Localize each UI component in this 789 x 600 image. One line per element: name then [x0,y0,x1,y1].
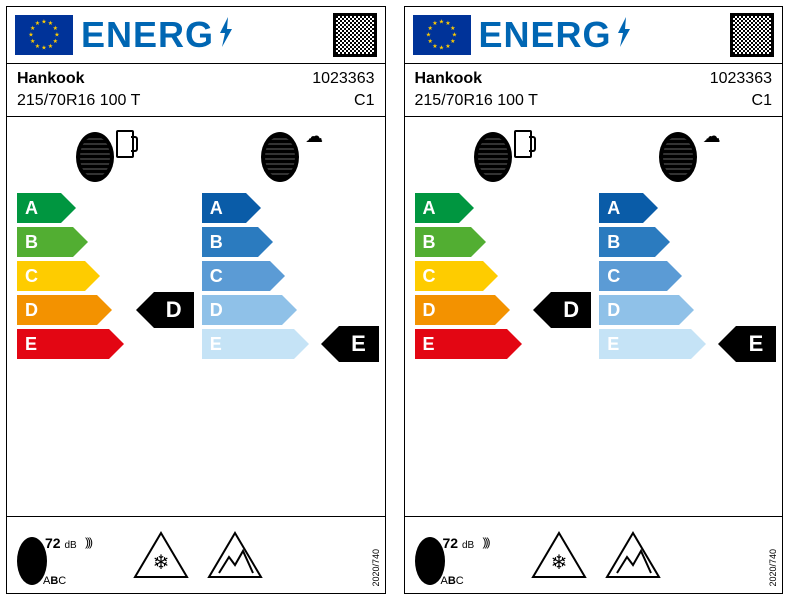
fuel-grade-row: C [415,261,588,291]
tyre-size: 215/70R16 100 T [17,92,140,110]
product-info: Hankook 1023363 215/70R16 100 T C1 [7,64,385,117]
brand-name: Hankook [17,70,85,88]
wet-grade-row: D [599,295,772,325]
fuel-efficiency-icon [474,130,528,184]
snow-grip-icon: ❄ [529,529,589,581]
wet-rating-badge: E [736,326,776,362]
svg-text:❄: ❄ [550,552,567,574]
fuel-grade-row: A [17,193,190,223]
wet-grip-icon: ☁ [261,130,315,184]
wet-column: ☁ ABCD EE [599,127,772,516]
wet-grade-bar: C [599,261,667,291]
label-header: ★★★★★★★★★★★★ ENERG [7,7,385,64]
fuel-rating-badge: D [551,292,591,328]
energ-logo: ENERG [81,14,325,56]
sound-waves-icon: ))) [483,535,489,549]
tyre-class: C1 [354,92,374,110]
wet-bars: ABCD EE [599,193,772,359]
ice-grip-icon [603,529,663,581]
noise-value: 72 dB [45,535,77,551]
ratings-area: ABCDDE ☁ ABCDEE [7,117,385,516]
ice-grip-icon [205,529,265,581]
wet-grade-row: B [202,227,375,257]
wet-grade-row: EE [202,329,375,359]
fuel-grade-row: E [17,329,190,359]
fuel-grade-row: A [415,193,588,223]
noise-class: ABC [441,575,464,587]
wet-bars: ABCD EE [202,193,375,359]
wet-grade-row: A [202,193,375,223]
tyre-class: C1 [752,92,772,110]
wet-grade-row: D [202,295,375,325]
qr-code-icon[interactable] [333,13,377,57]
bolt-icon [216,14,236,56]
product-id: 1023363 [710,70,772,88]
tyre-size: 215/70R16 100 T [415,92,538,110]
wet-grade-bar: C [202,261,270,291]
svg-text:❄: ❄ [153,552,170,574]
sound-waves-icon: ))) [85,535,91,549]
fuel-column: ABC DD E [17,127,190,516]
wet-grade-bar: D [599,295,679,325]
fuel-grade-bar: D [415,295,495,325]
wet-grade-bar: E [202,329,294,359]
label-header: ★★★★★★★★★★★★ ENERG [405,7,783,64]
fuel-grade-bar: C [17,261,85,291]
fuel-grade-bar: E [17,329,109,359]
ratings-area: ABCDDE ☁ ABCDEE [405,117,783,516]
energy-label-1: ★★★★★★★★★★★★ ENERG Hankook 1023363 215/70… [404,6,784,594]
eu-flag-icon: ★★★★★★★★★★★★ [413,15,471,55]
product-info: Hankook 1023363 215/70R16 100 T C1 [405,64,783,117]
product-id: 1023363 [312,70,374,88]
wet-grade-bar: A [202,193,246,223]
wet-grade-row: C [599,261,772,291]
label-footer: 72 dB ))) ABC ❄ 2020/740 [405,516,783,593]
wet-grade-row: EE [599,329,772,359]
snow-grip-icon: ❄ [131,529,191,581]
noise-value: 72 dB [443,535,475,551]
wet-grade-bar: E [599,329,691,359]
qr-code-icon[interactable] [730,13,774,57]
fuel-efficiency-icon [76,130,130,184]
fuel-grade-row: E [415,329,588,359]
wet-grade-bar: A [599,193,643,223]
fuel-grade-row: B [17,227,190,257]
fuel-grade-bar: D [17,295,97,325]
wet-grade-bar: B [202,227,258,257]
energ-logo: ENERG [479,14,723,56]
fuel-bars: ABC DD E [17,193,190,359]
wet-grade-row: B [599,227,772,257]
noise-section: 72 dB ))) ABC [415,525,515,585]
regulation-text: 2020/740 [768,549,778,587]
fuel-grade-bar: B [415,227,471,257]
label-footer: 72 dB ))) ABC ❄ 2020/740 [7,516,385,593]
bolt-icon [614,14,634,56]
fuel-bars: ABCDDE [415,193,588,359]
brand-name: Hankook [415,70,483,88]
energy-label-0: ★★★★★★★★★★★★ ENERG Hankook 1023363 215/70… [6,6,386,594]
fuel-grade-bar: B [17,227,73,257]
wet-grade-row: A [599,193,772,223]
fuel-grade-bar: C [415,261,483,291]
wet-rating-badge: E [339,326,379,362]
noise-section: 72 dB ))) ABC [17,525,117,585]
fuel-grade-row: DD [415,295,588,325]
wet-grade-bar: B [599,227,655,257]
fuel-grade-bar: A [17,193,61,223]
wet-grade-row: C [202,261,375,291]
regulation-text: 2020/740 [371,549,381,587]
fuel-grade-row: C [17,261,190,291]
fuel-grade-bar: E [415,329,507,359]
eu-flag-icon: ★★★★★★★★★★★★ [15,15,73,55]
fuel-grade-row: B [415,227,588,257]
wet-column: ☁ ABCD EE [202,127,375,516]
wet-grip-icon: ☁ [659,130,713,184]
wet-grade-bar: D [202,295,282,325]
fuel-column: ABCDDE [415,127,588,516]
noise-class: ABC [43,575,66,587]
fuel-grade-bar: A [415,193,459,223]
fuel-grade-row: DD [17,295,190,325]
fuel-rating-badge: D [154,292,194,328]
